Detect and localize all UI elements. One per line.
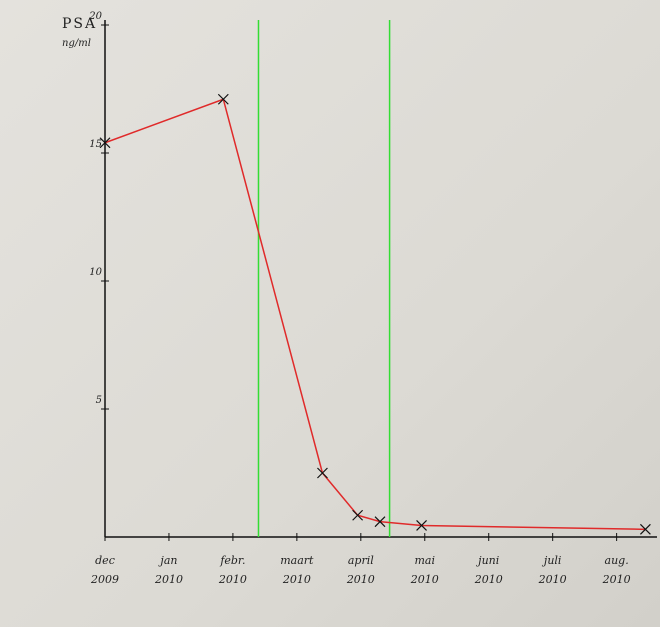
x-tick-label: april 2010 <box>346 554 375 586</box>
x-tick-label: maart 2010 <box>280 554 314 586</box>
data-point <box>317 467 328 479</box>
y-tick-label: 5 <box>96 395 102 406</box>
y-tick-label: 20 <box>88 11 102 22</box>
x-tick-label: jan 2010 <box>154 554 183 586</box>
data-point <box>352 509 364 521</box>
x-tick-label: mai 2010 <box>410 554 439 586</box>
x-tick-label: aug. 2010 <box>602 554 631 586</box>
y-label: PSA <box>62 16 97 32</box>
data-point <box>374 516 386 528</box>
data-point <box>99 137 111 149</box>
data-point <box>639 523 651 535</box>
y-tick-label: 15 <box>89 139 102 150</box>
y-unit: ng/ml <box>62 38 91 49</box>
y-tick-label: 10 <box>89 267 102 278</box>
x-tick-label: juni 2010 <box>474 554 503 586</box>
x-tick-label: juli 2010 <box>538 554 567 586</box>
x-tick-label: dec 2009 <box>91 554 119 586</box>
data-line <box>104 98 646 531</box>
x-tick-label: febr. 2010 <box>218 554 247 586</box>
data-point <box>217 93 229 105</box>
data-point <box>416 520 427 531</box>
